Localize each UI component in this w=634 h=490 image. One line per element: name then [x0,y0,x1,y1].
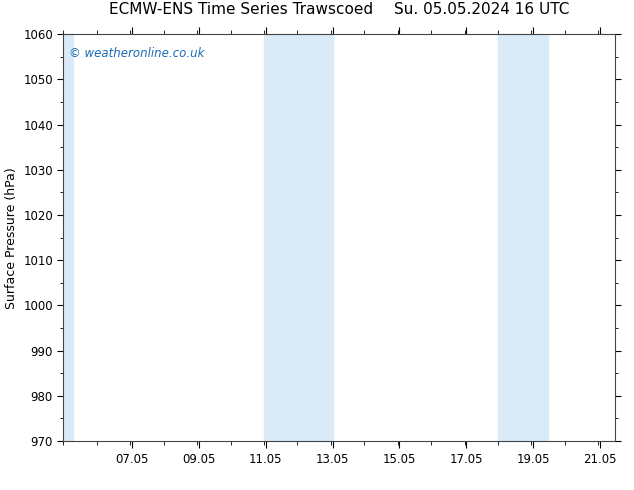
Text: © weatheronline.co.uk: © weatheronline.co.uk [69,47,204,59]
Bar [63,34,74,441]
Y-axis label: Surface Pressure (hPa): Surface Pressure (hPa) [4,167,18,309]
Text: Su. 05.05.2024 16 UTC: Su. 05.05.2024 16 UTC [394,2,569,17]
Bar [264,34,332,441]
Bar [498,34,548,441]
Text: ECMW-ENS Time Series Trawscoed: ECMW-ENS Time Series Trawscoed [109,2,373,17]
